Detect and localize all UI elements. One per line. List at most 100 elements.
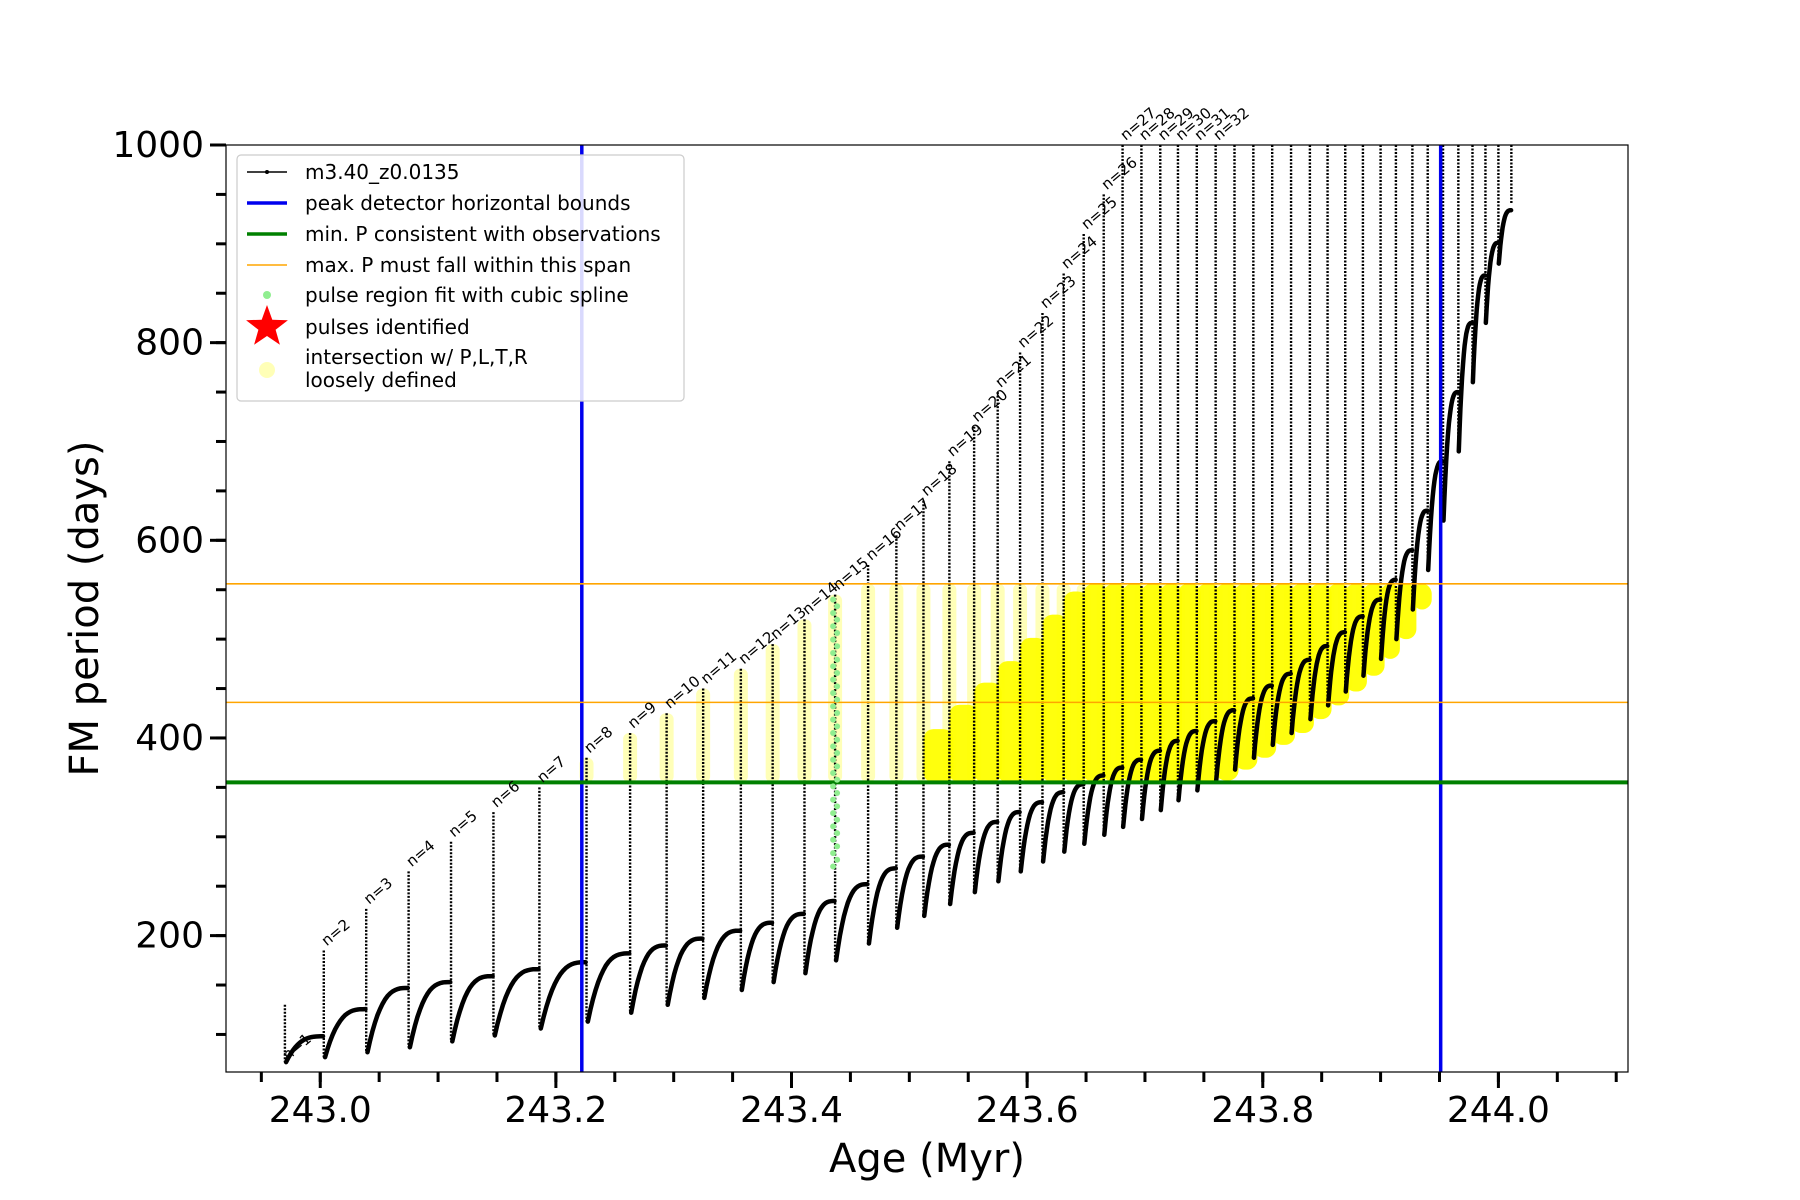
pulse-recovery-curve <box>1456 320 1475 454</box>
spline-point <box>830 636 837 643</box>
pulse-recovery-curve <box>492 966 541 1038</box>
spline-point <box>834 816 841 823</box>
spline-point <box>834 856 841 863</box>
pulse-recovery-curve <box>1232 696 1256 772</box>
spline-point <box>830 623 837 630</box>
intersection-region-highlight <box>1083 583 1108 783</box>
pulse-label: n=26 <box>1098 153 1141 193</box>
intersection-spike-highlight <box>659 713 674 783</box>
pulse-recovery-curve <box>1139 748 1163 822</box>
intersection-region-highlight <box>1345 583 1367 692</box>
spline-point <box>834 603 841 610</box>
intersection-region-highlight <box>1141 583 1165 783</box>
intersection-region-highlight <box>1122 583 1146 783</box>
spline-point <box>834 763 841 770</box>
spline-point <box>830 663 837 670</box>
spline-point <box>834 723 841 730</box>
spline-point <box>830 730 837 737</box>
intersection-region-highlight <box>1042 614 1068 783</box>
pulse-label: n=17 <box>890 494 933 534</box>
legend-label: loosely defined <box>305 368 457 392</box>
spline-point <box>830 863 837 870</box>
pulse-recovery-curve <box>322 1006 368 1060</box>
pulse-recovery-curve <box>1361 597 1383 678</box>
pulse-recovery-curve <box>365 985 411 1055</box>
pulse-recovery-curve <box>1270 671 1293 748</box>
intersection-region-highlight <box>1160 583 1182 783</box>
legend-label: max. P must fall within this span <box>305 253 631 277</box>
pulse-recovery-curve <box>665 936 705 1008</box>
legend-label: peak detector horizontal bounds <box>305 191 631 215</box>
pulse-recovery-curve <box>1410 508 1430 612</box>
pulse-recovery-curve <box>1195 718 1218 793</box>
legend-dot-marker <box>265 170 269 174</box>
legend-label: min. P consistent with observations <box>305 222 661 246</box>
pulse-recovery-curve <box>833 881 870 963</box>
pulse-recovery-curve <box>739 920 775 993</box>
spline-point <box>834 776 841 783</box>
intersection-region-highlight <box>949 704 979 783</box>
x-tick-label: 244.0 <box>1447 1090 1550 1131</box>
intersection-region-highlight <box>1362 583 1385 676</box>
intersection-region-highlight <box>1412 583 1432 610</box>
pulse-recovery-curve <box>771 911 807 985</box>
spline-point <box>834 616 841 623</box>
spline-point <box>834 710 841 717</box>
legend-label: pulses identified <box>305 315 470 339</box>
pulse-label: n=25 <box>1078 193 1121 233</box>
y-tick-label: 400 <box>135 718 204 759</box>
x-tick-label: 243.8 <box>1211 1090 1314 1131</box>
pulse-recovery-curve <box>1343 614 1365 694</box>
legend-label: intersection w/ P,L,T,R <box>305 345 528 369</box>
pulse-recovery-curve <box>947 830 976 907</box>
pulse-recovery-curve <box>283 1034 326 1065</box>
spline-point <box>830 783 837 790</box>
spline-point <box>830 823 837 830</box>
legend-dot-marker <box>263 291 271 299</box>
pulse-recovery-curve <box>866 866 899 946</box>
spline-point <box>830 810 837 817</box>
x-axis-label: Age (Myr) <box>829 1136 1025 1182</box>
pulse-label: n=19 <box>943 420 986 460</box>
spline-point <box>830 689 837 696</box>
spline-points-layer <box>830 596 841 870</box>
pulse-recovery-curve <box>921 842 952 919</box>
intersection-spike-highlight <box>765 644 780 783</box>
spline-point <box>830 609 837 616</box>
x-tick-label: 243.6 <box>976 1090 1079 1131</box>
legend-label: pulse region fit with cubic spline <box>305 283 629 307</box>
pulse-recovery-curve <box>585 951 632 1024</box>
spline-point <box>834 736 841 743</box>
pulse-recovery-curve <box>1062 782 1086 854</box>
y-axis-label: FM period (days) <box>62 441 108 777</box>
pulse-label: n=18 <box>917 460 960 500</box>
intersection-region-highlight <box>1020 637 1047 783</box>
pulse-recovery-curve <box>1441 389 1461 523</box>
spline-point <box>834 750 841 757</box>
spline-point <box>834 683 841 690</box>
pulse-recovery-curve <box>996 809 1022 884</box>
pulse-label: n=2 <box>318 915 354 949</box>
pulse-recovery-curve <box>972 819 1000 895</box>
pulse-recovery-curve <box>894 854 926 930</box>
pulse-recovery-curve <box>1470 273 1488 385</box>
spline-point <box>834 830 841 837</box>
spline-point <box>830 703 837 710</box>
spline-point <box>830 743 837 750</box>
x-tick-label: 243.2 <box>504 1090 607 1131</box>
pulse-label: n=3 <box>360 874 396 908</box>
spline-point <box>830 649 837 656</box>
pulse-recovery-curve <box>1251 683 1275 760</box>
y-tick-label: 800 <box>135 323 204 364</box>
pulse-recovery-curve <box>1040 790 1066 864</box>
legend-box <box>236 154 685 402</box>
pulse-label: n=21 <box>992 351 1035 391</box>
spline-point <box>830 596 837 603</box>
x-tick-label: 243.0 <box>269 1090 372 1131</box>
pulse-recovery-curve <box>1176 728 1199 803</box>
pulse-recovery-curve <box>1496 207 1514 266</box>
pulse-recovery-curve <box>803 898 837 976</box>
spline-point <box>834 643 841 650</box>
pulse-recovery-curve <box>628 943 669 1015</box>
